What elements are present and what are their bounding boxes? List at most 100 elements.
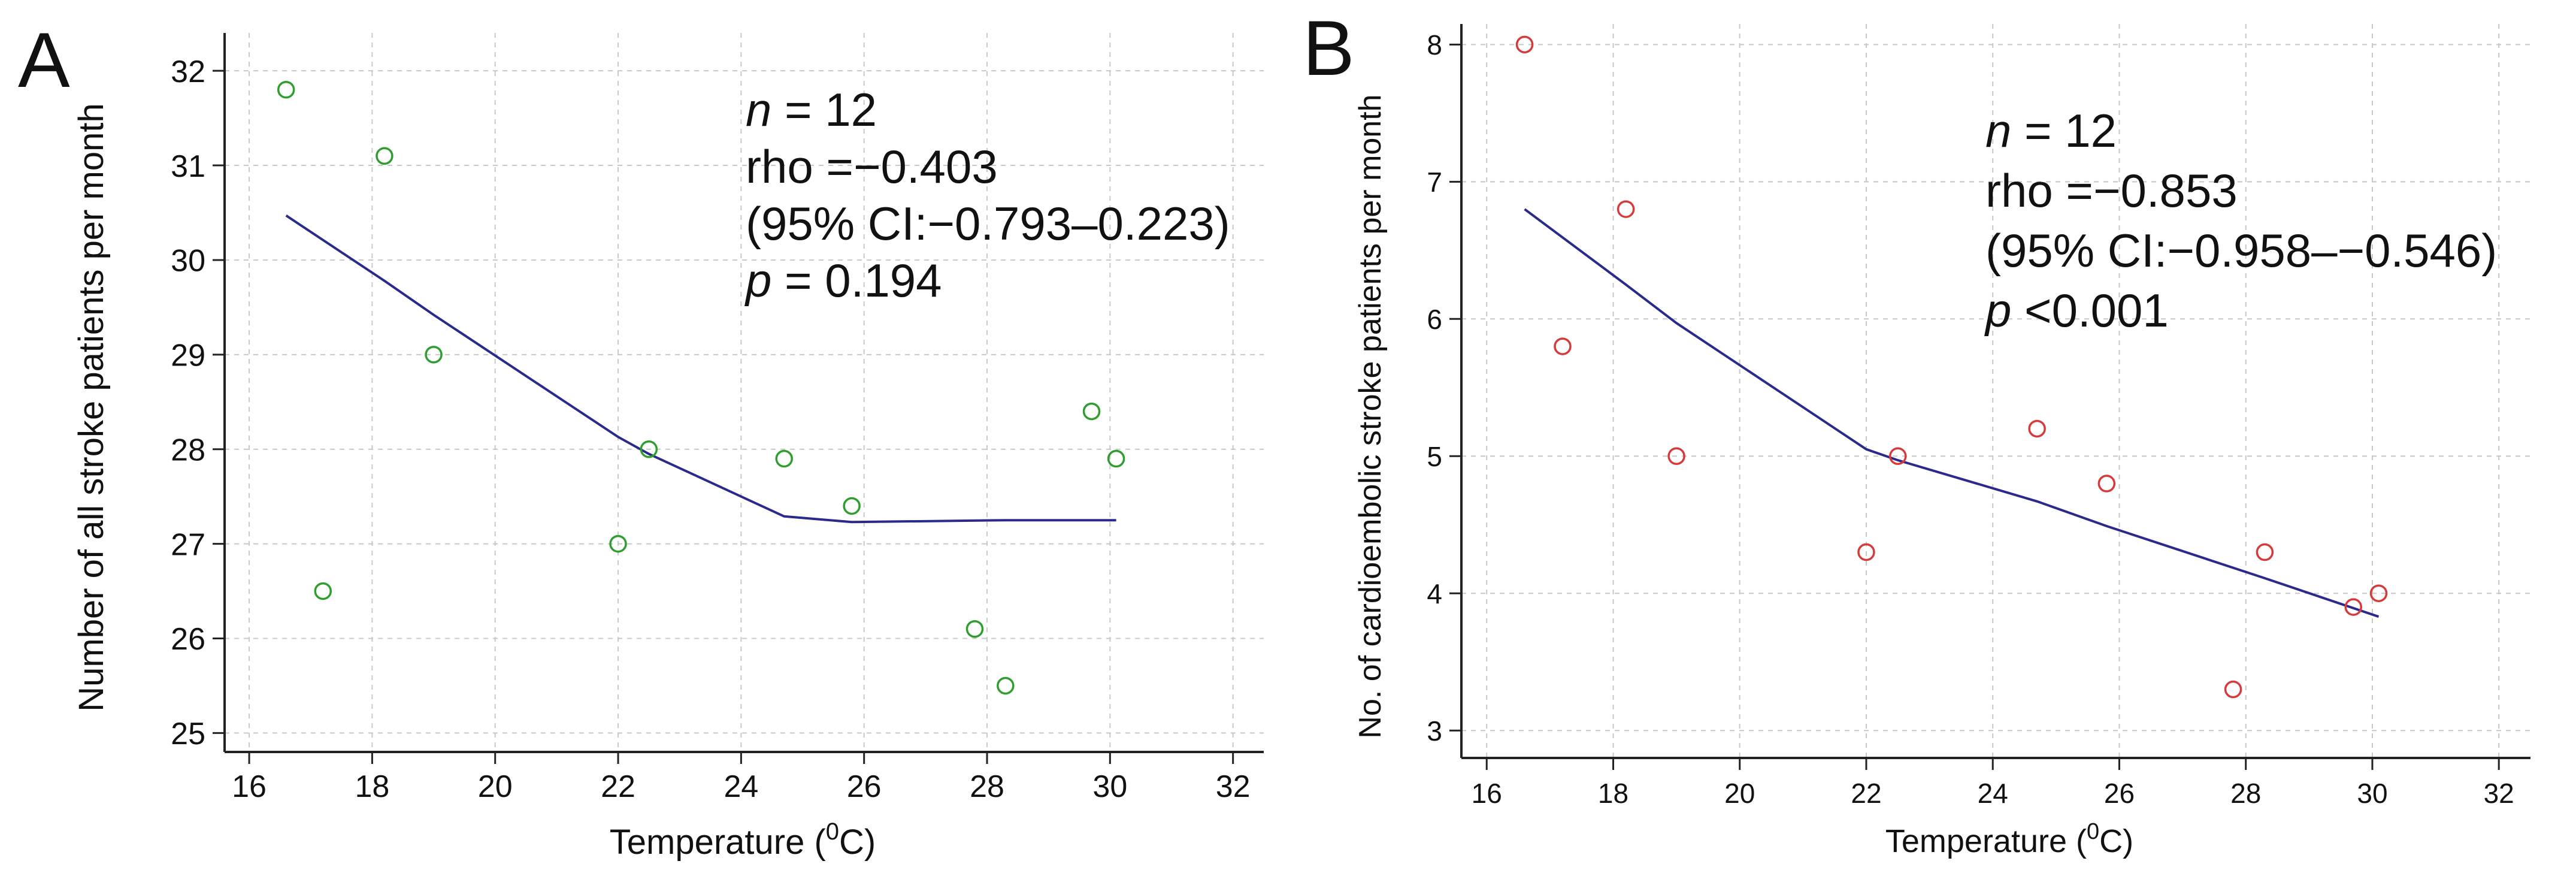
panel-b-x-tick-label: 16 [1472,778,1502,809]
panel-a-fit-line [285,215,1116,524]
panel-a-x-title-end: C) [839,823,876,862]
panel-b-data-point [1617,200,1635,218]
panel-b-axes [1460,24,2530,759]
panel-b-data-point [2256,543,2274,561]
panel-a-y-axis-title: Number of all stroke patients per month [72,103,111,711]
panel-a-x-title-sup: 0 [826,818,839,845]
panel-a-fit-line-group [285,215,1116,524]
panel-a-ticks: 16 18 20 22 24 26 28 30 32 25 26 27 28 29 30 31 32 [171,55,1250,804]
panel-b-y-tick-label: 6 [1427,304,1442,335]
panel-a-x-tick-label: 26 [847,769,882,804]
panel-b-data-point [1889,447,1907,466]
panel-b-annot-p: p <0.001 [1984,284,2169,337]
panel-a-data-point [965,620,984,638]
panel-b-y-tick-label: 8 [1427,29,1442,61]
panel-a-x-tick-label: 30 [1092,769,1127,804]
panel-a-x-tick-label: 24 [724,769,758,804]
panel-b-annot-n-label: n [1985,104,2011,157]
panel-b-x-tick-label: 28 [2230,778,2261,809]
panel-b-data-point [2344,598,2363,616]
panel-b-letter: B [1303,4,1355,92]
panel-b-x-axis-title: Temperature (0C) [1885,819,2133,859]
panel-a-x-axis-title: Temperature (0C) [610,818,876,862]
panel-b-data-point [2369,584,2388,602]
panel-b-x-tick-label: 18 [1598,778,1628,809]
panel-a-x-tick-label: 32 [1216,769,1251,804]
panel-a-axes [223,33,1264,753]
panel-a-data-point [609,534,627,553]
panel-b-data-point [2028,419,2046,438]
panel-b-data-point [1857,543,1875,561]
panel-b-x-tick-label: 32 [2484,778,2514,809]
panel-a-points [277,80,1125,695]
panel-a-data-point [640,440,658,458]
panel-a-y-tick-label: 29 [171,339,205,373]
panel-b-x-title-main: Temperature ( [1885,823,2087,859]
panel-a-x-tick-label: 16 [232,769,267,804]
panel-b-x-tick-label: 24 [1978,778,2008,809]
panel-a-letter: A [18,16,70,104]
panel-a-annotation: n = 12 rho =−0.403 (95% CI:−0.793–0.223)… [744,83,1230,307]
panel-b-annot-n: n = 12 [1985,104,2117,157]
panel-b-y-axis-title: No. of cardioembolic stroke patients per… [1353,94,1388,738]
panel-a-data-point [314,582,332,600]
panel-b-y-tick-label: 3 [1427,715,1442,747]
panel-b-x-tick-label: 22 [1851,778,1881,809]
panel-b-x-tick-label: 20 [1724,778,1755,809]
panel-a-annot-ci: (95% CI:−0.793–0.223) [746,197,1230,250]
panel-b-annotation: n = 12 rho =−0.853 (95% CI:−0.958–−0.546… [1984,104,2497,337]
panel-b-x-title-sup: 0 [2087,819,2099,844]
panel-a-annot-p-label: p [744,254,771,307]
panel-b-annot-n-value: = 12 [2011,104,2117,157]
panel-b-data-point [1667,447,1685,466]
panel-a-y-tick-label: 26 [171,622,205,657]
panel-a-annot-n: n = 12 [746,83,877,136]
panel-a-annot-p: p = 0.194 [744,254,942,307]
panel-b-fit-line [1524,208,2380,618]
panel-a-annot-p-value: = 0.194 [771,254,942,307]
panel-a-data-point [775,449,793,468]
panel-a-annot-n-value: = 12 [771,83,877,136]
panel-a-data-point [997,676,1015,695]
panel-a-data-point [376,147,393,165]
panel-a-data-point [425,346,443,364]
panel-a-y-tick-label: 32 [171,55,205,89]
panel-a-data-point [1107,449,1125,468]
panel-a-y-tick-label: 30 [171,244,205,279]
panel-a-data-point [843,497,861,515]
panel-a-x-tick-label: 18 [355,769,389,804]
panel-b-x-tick-label: 26 [2104,778,2135,809]
panel-b-data-point [2224,680,2242,699]
panel-b-data-point [2097,475,2116,493]
panel-b-annot-p-label: p [1984,284,2011,337]
panel-a-y-tick-label: 27 [171,527,205,562]
panel-a-data-point [277,80,295,99]
panel-b-fit-line-group [1524,208,2380,618]
panel-a-y-tick-label: 28 [171,433,205,467]
panel-b-points [1515,35,2388,699]
panel-a-x-tick-label: 28 [970,769,1004,804]
panel-b-x-title-end: C) [2099,823,2133,859]
panel-b-y-tick-label: 7 [1427,167,1442,198]
panel-b-data-point [1515,35,1534,54]
panel-a-x-tick-label: 20 [478,769,513,804]
panel-a-x-title-main: Temperature ( [610,823,826,862]
panel-b-annot-p-value: <0.001 [2011,284,2168,337]
panel-a-data-point [1082,402,1101,421]
panel-b-y-tick-label: 4 [1427,578,1442,609]
panel-a-annot-rho: rho =−0.403 [746,140,998,193]
panel-a: A 16 18 20 22 24 26 28 30 32 25 26 27 28 29 30 31 32 Num… [18,16,1264,862]
panel-b-annot-ci: (95% CI:−0.958–−0.546) [1985,224,2497,277]
panel-b-y-tick-label: 5 [1427,441,1442,472]
panel-b-grid [1461,24,2530,758]
panel-a-x-tick-label: 22 [601,769,635,804]
panel-b-x-tick-label: 30 [2357,778,2387,809]
panel-b-data-point [1554,337,1572,355]
panel-a-y-tick-label: 25 [171,717,205,751]
panel-b-annot-rho: rho =−0.853 [1985,164,2238,217]
panel-a-grid [225,33,1264,752]
panel-a-annot-n-label: n [746,83,771,136]
